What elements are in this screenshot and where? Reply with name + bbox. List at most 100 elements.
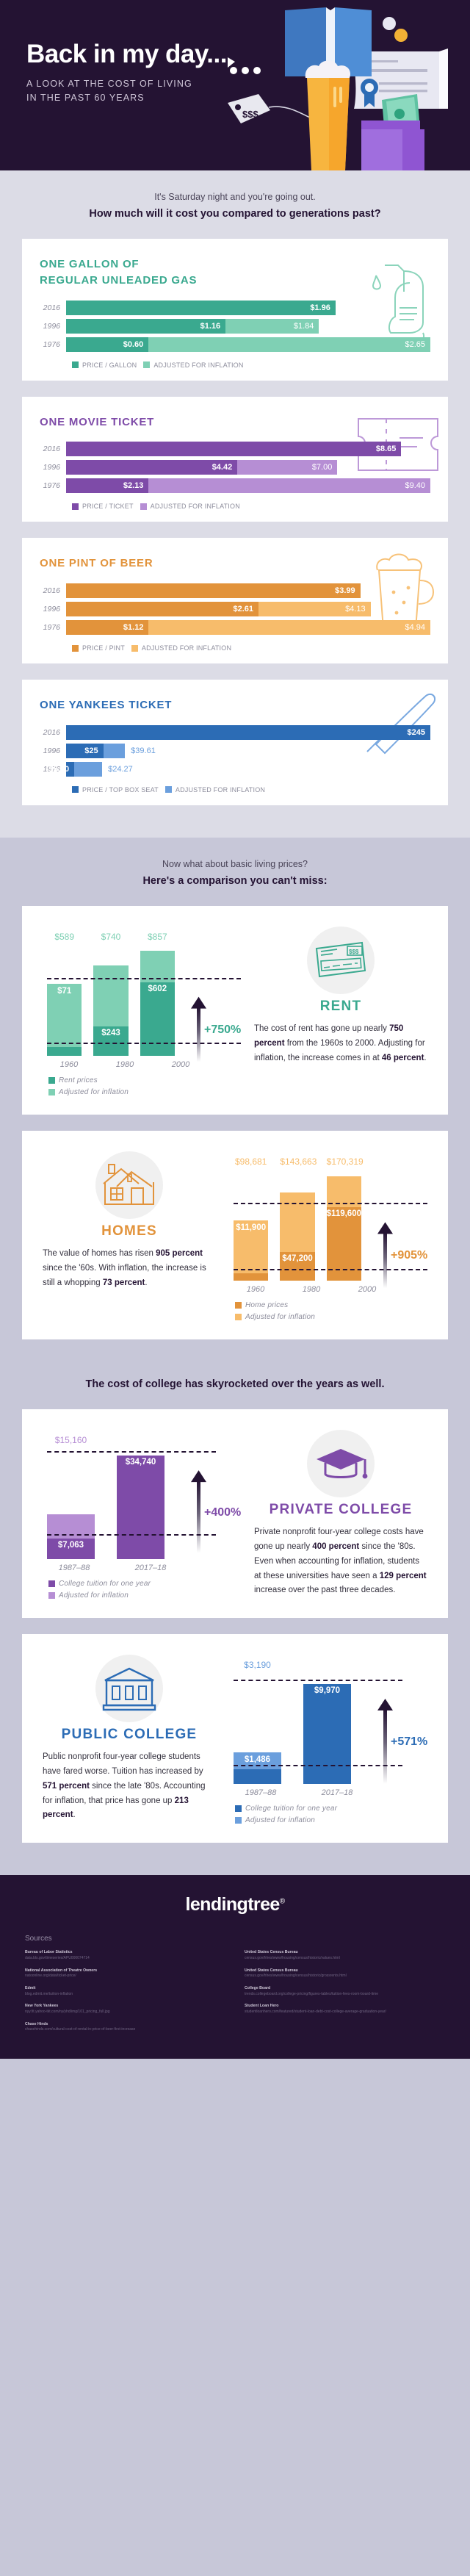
bar-segment-adjusted: $71: [47, 983, 82, 1048]
bar-segment-adjusted: $4.13: [258, 602, 371, 617]
source-url[interactable]: chasehinds.com/cultural-cost-of-rental-i…: [25, 2027, 136, 2032]
source-item: National Association of Theatre Owners n…: [25, 1968, 225, 1979]
price-card: ONE YANKEES TICKET 2016 $245 1996 $25 $3…: [22, 680, 448, 805]
axis-tick-label: 2000: [358, 1285, 377, 1295]
bar-year-label: 2016: [43, 445, 60, 454]
bar-value-price: $9,970: [314, 1686, 341, 1696]
bar-group: $589 $71: [47, 932, 82, 1057]
bar-value-price: $602: [148, 984, 167, 993]
bar-segment-adjusted: [103, 743, 126, 758]
source-title: Edmit: [25, 1985, 36, 1990]
source-item: United States Census Bureau census.gov/h…: [245, 1968, 445, 1979]
legend-item-price: College tuition for one year: [235, 1805, 430, 1813]
bar-segment-price: $2.61: [66, 602, 259, 617]
legend-swatch-icon: [164, 786, 172, 794]
bar-value-adjusted: $98,681: [234, 1156, 267, 1168]
section-chart: $15,160 $7,063 $34,740: [40, 1425, 244, 1603]
bar-track: $4.42 $7.00: [66, 460, 430, 475]
source-url[interactable]: blog.edmit.me/tuition-inflation: [25, 1991, 73, 1996]
legend-label-price: Home prices: [245, 1301, 289, 1310]
axis-tick-label: 1987–88: [58, 1564, 90, 1573]
percent-change-label: +400%: [204, 1505, 242, 1519]
source-url[interactable]: census.gov/hhes/www/housing/census/histo…: [245, 1956, 340, 1961]
lendingtree-logo[interactable]: lendingtree®: [0, 1894, 470, 1915]
bar-value-price: $119,600: [326, 1209, 361, 1219]
legend-swatch-icon: [143, 361, 151, 369]
legend-label-price: PRICE / TOP BOX SEAT: [82, 785, 159, 794]
bar-segment-adjusted: $9.40: [148, 478, 430, 494]
bar-value-adjusted: $170,319: [326, 1156, 364, 1168]
source-url[interactable]: census.gov/hhes/www/housing/census/histo…: [245, 1974, 347, 1979]
source-url[interactable]: studentloanhero.com/featured/student-loa…: [245, 2010, 386, 2014]
section-icon-badge: [95, 1655, 163, 1723]
bar-segment-price: $25: [66, 743, 104, 758]
intro-night-line2: How much will it cost you compared to ge…: [89, 208, 381, 220]
source-url[interactable]: trends.collegeboard.org/college-pricing/…: [245, 1991, 379, 1996]
source-title: Chase Hinds: [25, 2021, 48, 2026]
bar-track: $1.96: [66, 300, 430, 315]
chart-x-axis: 1960 1980 2000: [40, 1060, 244, 1069]
table-row: 2016 $245: [40, 724, 430, 740]
bar-segment-adjusted: $1,486: [234, 1752, 281, 1770]
up-arrow-icon: [191, 1470, 206, 1553]
bar-value-price: $71: [57, 986, 72, 996]
legend-swatch-icon: [48, 1592, 55, 1600]
legend-swatch-icon: [140, 503, 147, 510]
reference-line-top: [47, 977, 241, 979]
card-title-line1: ONE YANKEES TICKET: [40, 699, 173, 712]
legend-item-price: PRICE / PINT: [72, 644, 125, 652]
bar-track: $245: [66, 724, 430, 740]
section-card: $15,160 $7,063 $34,740: [22, 1409, 448, 1619]
certificate-icon: [349, 48, 448, 109]
bar-segment-price: $34,740: [117, 1456, 164, 1560]
brand-bar: lendingtree®: [0, 1875, 470, 1932]
svg-text:$$$: $$$: [349, 949, 359, 955]
check-document-icon: $$$: [315, 942, 366, 978]
hero-subtitle-line2: IN THE PAST 60 YEARS: [26, 93, 145, 104]
chart-x-axis: 1987–88 2017–18: [40, 1564, 244, 1572]
svg-text:$$$: $$$: [242, 109, 258, 120]
bar-chart: 2016 $1.96 1996 $1.16 $1.84 1976 $0.60 $…: [40, 300, 430, 352]
source-url[interactable]: natoonline.org/data/ticket-price/: [25, 1974, 76, 1979]
bar-year-label: 2016: [43, 727, 60, 737]
axis-tick-label: 1980: [302, 1285, 321, 1295]
chart-legend: College tuition for one year Adjusted fo…: [40, 1580, 244, 1600]
section-text: HOMES The value of homes has risen 905 p…: [40, 1147, 219, 1290]
legend-swatch-icon: [48, 1089, 55, 1096]
sources-column: United States Census Bureau census.gov/h…: [245, 1950, 445, 2039]
section-title: RENT: [319, 999, 362, 1015]
coin-gold-icon: [394, 29, 408, 42]
legend-item-adjusted: ADJUSTED FOR INFLATION: [131, 644, 231, 652]
section-card: PUBLIC COLLEGE Public nonprofit four-yea…: [22, 1634, 448, 1843]
section-icon-badge: $$$: [307, 927, 375, 995]
section-card: $589 $71 $740 $243 $857 $602: [22, 906, 448, 1115]
bar-label-adjusted: $24.27: [108, 764, 133, 774]
grouped-bar-chart: $3,190 $1,486 $9,970: [226, 1650, 430, 1785]
bar-group: $34,740: [117, 1449, 164, 1560]
legend-item-adjusted: Adjusted for inflation: [235, 1313, 430, 1321]
hero-subtitle-line1: A LOOK AT THE COST OF LIVING: [26, 78, 192, 89]
source-url[interactable]: nyy.fit.yahoo-tkt.com/ny/yhd/img/101_pri…: [25, 2010, 110, 2014]
source-title: United States Census Bureau: [245, 1968, 298, 1973]
brand-name: lendingtree: [185, 1894, 281, 1915]
legend-swatch-icon: [72, 786, 79, 794]
bar-group: $98,681 $11,900: [234, 1156, 269, 1281]
card-title: ONE GALLON OF REGULAR UNLEADED GAS: [40, 256, 430, 289]
bar-value-price: $1,486: [244, 1755, 271, 1764]
bar-value-adjusted: $589: [54, 932, 75, 943]
legend-item-price: PRICE / TOP BOX SEAT: [72, 786, 159, 794]
bar-value-price: $47,200: [282, 1253, 313, 1263]
source-item: Bureau of Labor Statistics data.bls.gov/…: [25, 1950, 225, 1961]
bar-label-adjusted: $39.61: [131, 746, 156, 755]
legend-item-price: College tuition for one year: [48, 1580, 244, 1588]
bar-segment-price: $245: [66, 724, 430, 740]
price-cards-container: ONE GALLON OF REGULAR UNLEADED GAS 2016 …: [0, 239, 470, 838]
reference-line-bottom: [234, 1269, 427, 1271]
bar-year-label: 2016: [43, 303, 60, 312]
bar-value-adjusted: $857: [147, 932, 167, 943]
table-row: 2016 $3.99: [40, 583, 430, 599]
source-url[interactable]: data.bls.gov/timeseries/APU000074714: [25, 1956, 90, 1961]
bar-value-adjusted: $15,160: [54, 1435, 87, 1446]
bar-segment-price: $5.50: [49, 761, 75, 777]
axis-tick-label: 1960: [246, 1285, 265, 1295]
